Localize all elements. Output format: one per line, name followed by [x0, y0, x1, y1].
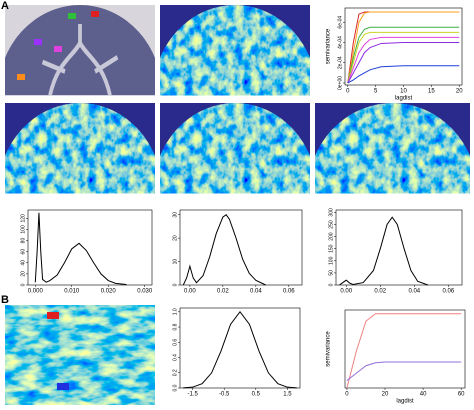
y-tick-label: 300: [328, 208, 334, 217]
series-line: [346, 313, 462, 389]
x-tick-label: 0.06: [283, 289, 295, 295]
x-tick-label: 0.5: [252, 392, 261, 398]
x-tick-label: 0.030: [137, 289, 153, 295]
y-tick-label: 80: [20, 238, 26, 244]
series-line: [346, 361, 462, 381]
y-tick-label: 200: [328, 232, 334, 241]
x-tick-label: 0.000: [28, 289, 44, 295]
x-tick-label: 0.06: [443, 289, 455, 295]
y-tick-label: 120: [20, 214, 26, 223]
y-tick-label: 2e-04: [337, 56, 343, 69]
series-line: [183, 310, 297, 389]
x-tick-label: 15: [428, 89, 435, 95]
y-tick-label: 1.0: [172, 308, 178, 315]
x-tick-label: 0: [346, 89, 350, 95]
y-tick-label: 40: [20, 260, 26, 266]
y-tick-label: 150: [328, 244, 334, 253]
y-tick-label: 20: [172, 235, 178, 241]
series-line: [339, 216, 429, 286]
x-tick-label: 0: [345, 392, 349, 398]
x-axis-label: lagdist: [396, 399, 414, 405]
y-tick-label: 0.4: [172, 354, 178, 361]
y-tick-label: 20: [20, 271, 26, 277]
series-line: [347, 31, 460, 84]
y-tick-label: 100: [20, 225, 26, 234]
x-tick-label: 10: [400, 89, 407, 95]
x-tick-label: 0.00: [340, 289, 352, 295]
x-tick-label: 20: [382, 392, 389, 398]
y-tick-label: 0.2: [172, 369, 178, 376]
x-tick-label: 40: [420, 392, 427, 398]
plot-frame: [344, 309, 466, 389]
x-tick-label: 0.010: [64, 289, 80, 295]
y-tick-label: 6e-04: [337, 16, 343, 29]
x-tick-label: 0.02: [217, 289, 229, 295]
x-tick-label: -1.5: [187, 392, 198, 398]
heatmap-images: [5, 5, 470, 405]
y-tick-label: 60: [20, 249, 26, 255]
y-tick-label: 0: [172, 283, 178, 286]
x-axis-label: lagdist: [395, 96, 413, 102]
histology-image: [5, 5, 155, 96]
plot-frame: [335, 209, 463, 286]
y-tick-label: 250: [328, 220, 334, 229]
plot-frame: [179, 307, 301, 389]
series-line: [182, 213, 266, 286]
panel-label: A: [1, 0, 9, 12]
series-line: [347, 65, 460, 84]
series-line: [34, 212, 127, 285]
y-tick-label: 30: [172, 212, 178, 218]
y-axis-label: semivariance: [326, 331, 332, 367]
x-tick-label: -0.5: [219, 392, 230, 398]
series-line: [347, 11, 460, 84]
y-tick-label: 100: [328, 256, 334, 265]
x-tick-label: 1.5: [283, 392, 292, 398]
y-tick-label: 0: [20, 283, 26, 286]
x-tick-label: 0.020: [101, 289, 117, 295]
y-tick-label: 0: [328, 283, 334, 286]
x-tick-label: 20: [456, 89, 463, 95]
y-tick-label: 0.0: [172, 384, 178, 391]
plot-frame: [179, 209, 303, 286]
x-tick-label: 0.02: [374, 289, 386, 295]
y-axis-label: semivariance: [326, 28, 332, 64]
y-tick-label: 50: [328, 270, 334, 276]
x-tick-label: 5: [374, 89, 378, 95]
x-tick-label: 60: [458, 392, 465, 398]
y-tick-label: 0.6: [172, 339, 178, 346]
x-tick-label: 0.04: [250, 289, 262, 295]
y-tick-label: 0.8: [172, 323, 178, 330]
series-line: [347, 26, 460, 84]
x-tick-label: 0.04: [408, 289, 420, 295]
series-line: [347, 41, 460, 84]
y-tick-label: 0e+00: [337, 76, 343, 90]
y-tick-label: 10: [172, 259, 178, 265]
plot-frame: [27, 209, 153, 286]
x-tick-label: 0.00: [184, 289, 196, 295]
y-tick-label: 4e-04: [337, 36, 343, 49]
series-line: [347, 36, 460, 84]
panel-label: B: [1, 294, 9, 306]
